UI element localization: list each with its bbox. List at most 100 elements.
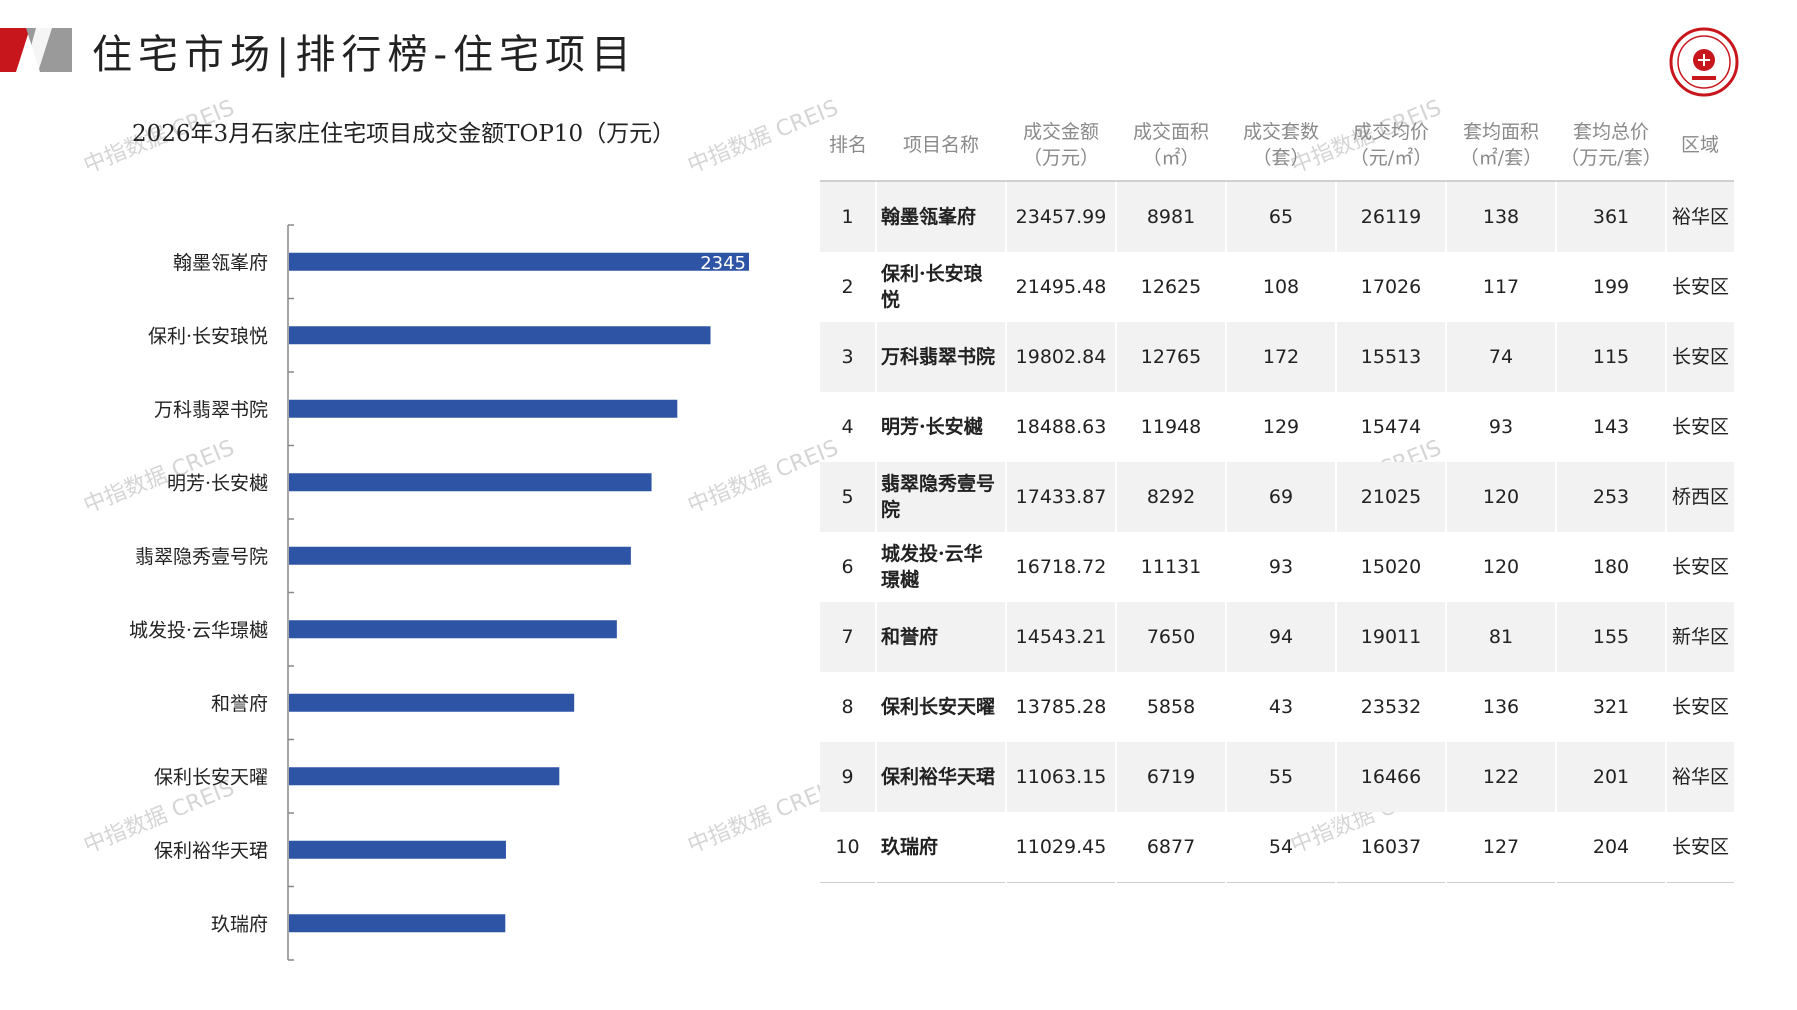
table-row: 1 翰墨瓴峯府 23457.99 8981 65 26119 138 361 裕华区 [820, 181, 1734, 252]
table-cell: 21495.48 [1005, 252, 1116, 322]
table-cell: 10 [820, 812, 876, 883]
table-cell: 172 [1225, 322, 1336, 392]
column-header-unit: （万元/套） [1560, 147, 1662, 169]
bar [289, 914, 506, 933]
column-header-unit: （元/㎡） [1349, 147, 1433, 169]
table-cell: 14543.21 [1005, 602, 1116, 672]
table-cell: 6 [841, 556, 854, 578]
table-body: 1 翰墨瓴峯府 23457.99 8981 65 26119 138 361 裕华区 2 保利·长安… [820, 181, 1734, 883]
table-header-row: 排名 项目名称 成交金额 （万元） 成交面积 （㎡） 成交套数 （套） 成交均价 （元/㎡） 套均面… [820, 110, 1734, 182]
bar-chart: 翰墨瓴峯府 2345 保利·长安琅悦万科翡翠书院明芳·长安樾翡翠隐秀壹号院城发投·云… [129, 224, 749, 961]
table-cell: 129 [1225, 392, 1336, 462]
table-cell: 122 [1445, 742, 1556, 812]
table-row: 9 保利裕华天珺 11063.15 6719 55 16466 122 201 裕华区 [820, 742, 1734, 812]
category-label: 保利·长安琅悦 [148, 325, 268, 347]
category-label: 玖瑞府 [211, 913, 268, 935]
table-cell: 8292 [1115, 462, 1226, 532]
table-cell: 13785.28 [1005, 672, 1116, 742]
table-cell: 16718.72 [1005, 532, 1116, 602]
ranking-table: 排名 项目名称 成交金额 （万元） 成交面积 （㎡） 成交套数 （套） 成交均价 （元/㎡） 套均面… [820, 110, 1734, 883]
bar [289, 546, 631, 565]
table-cell: 7 [820, 602, 876, 672]
table-cell: 26119 [1335, 181, 1446, 252]
table-cell: 12625 [1115, 252, 1226, 322]
table-cell: 15020 [1335, 532, 1446, 602]
column-header-label: 项目名称 [902, 134, 979, 156]
table-cell: 2 [841, 276, 854, 298]
table-cell: 长安区 [1665, 392, 1734, 462]
table-cell: 4 [841, 416, 854, 438]
table-cell: 93 [1225, 532, 1336, 602]
table-cell: 23532 [1335, 672, 1446, 742]
column-header: 成交面积 （㎡） [1116, 110, 1226, 182]
table-cell: 9 [820, 742, 876, 812]
table-cell: 143 [1555, 392, 1666, 462]
table-cell: 万科翡翠书院 [875, 322, 1006, 392]
table-cell: 361 [1555, 181, 1666, 252]
bar [289, 473, 652, 492]
table-cell: 5858 [1115, 672, 1226, 742]
table-cell: 明芳·长安樾 [875, 392, 1006, 462]
table-cell: 12765 [1115, 322, 1226, 392]
table-cell: 11063.15 [1005, 742, 1116, 812]
column-header-unit: （万元） [1022, 147, 1099, 169]
table-cell: 3 [820, 322, 876, 392]
table-cell: 120 [1445, 462, 1556, 532]
table-cell: 81 [1445, 602, 1556, 672]
table-row: 5 翡翠隐秀壹号院 17433.87 8292 69 21025 120 253 桥西区 [820, 462, 1734, 532]
table-cell: 保利裕华天珺 [875, 742, 1006, 812]
table-cell: 94 [1225, 602, 1336, 672]
column-header-label: 成交套数 [1242, 121, 1319, 143]
table-cell: 7650 [1115, 602, 1226, 672]
table-cell: 长安区 [1665, 812, 1734, 883]
table-cell: 城发投·云华璟樾 [875, 532, 1006, 602]
table-row: 4 明芳·长安樾 18488.63 11948 129 15474 93 143 长安区 [820, 392, 1734, 462]
category-label: 保利长安天曜 [154, 766, 268, 788]
table-row: 10 玖瑞府 11029.45 6877 54 16037 127 204 长安区 [820, 812, 1734, 883]
table-cell: 长安区 [1665, 252, 1734, 322]
column-header-label: 套均总价 [1572, 121, 1649, 143]
table-cell: 6719 [1115, 742, 1226, 812]
table-cell: 翡翠隐秀壹号院 [875, 462, 1006, 532]
table-cell: 54 [1225, 812, 1336, 883]
table-cell: 17433.87 [1005, 462, 1116, 532]
header-decoration-icon [0, 28, 72, 72]
table-cell: 117 [1445, 252, 1556, 322]
table-row: 6 城发投·云华璟樾 16718.72 11131 93 15020 120 180 长安区 [820, 532, 1734, 602]
bar [289, 693, 575, 712]
table-cell: 43 [1225, 672, 1336, 742]
table-cell: 127 [1445, 812, 1556, 883]
bar [289, 840, 506, 859]
table-cell: 11948 [1115, 392, 1226, 462]
table-cell: 长安区 [1665, 672, 1734, 742]
table-cell: 桥西区 [1665, 462, 1734, 532]
table-cell: 155 [1555, 602, 1666, 672]
category-label: 万科翡翠书院 [154, 399, 268, 421]
table-cell: 180 [1555, 532, 1666, 602]
category-label: 城发投·云华璟樾 [129, 619, 268, 641]
bar [289, 252, 749, 271]
bar [289, 620, 617, 639]
table-cell: 16466 [1335, 742, 1446, 812]
column-header: 区域 [1666, 110, 1734, 182]
table-cell: 11131 [1115, 532, 1226, 602]
table-row: 8 保利长安天曜 13785.28 5858 43 23532 136 321 长安区 [820, 672, 1734, 742]
table-cell: 11029.45 [1005, 812, 1116, 883]
table-cell: 120 [1445, 532, 1556, 602]
table-cell: 69 [1225, 462, 1336, 532]
table-cell: 21025 [1335, 462, 1446, 532]
table-cell: 253 [1555, 462, 1666, 532]
table-cell: 6877 [1115, 812, 1226, 883]
table-cell: 8981 [1115, 181, 1226, 252]
table-cell: 115 [1555, 322, 1666, 392]
table-cell: 玖瑞府 [875, 812, 1006, 883]
table-cell: 裕华区 [1665, 181, 1734, 252]
category-label: 翰墨瓴峯府 [173, 252, 268, 274]
table-cell: 15474 [1335, 392, 1446, 462]
column-header: 成交金额 （万元） [1006, 110, 1116, 182]
bar [289, 399, 678, 418]
category-label: 翡翠隐秀壹号院 [135, 546, 268, 568]
column-header-label: 成交均价 [1352, 121, 1429, 143]
column-header: 套均面积 （㎡/套） [1446, 110, 1556, 182]
bar-value-label: 2345 [700, 253, 746, 274]
